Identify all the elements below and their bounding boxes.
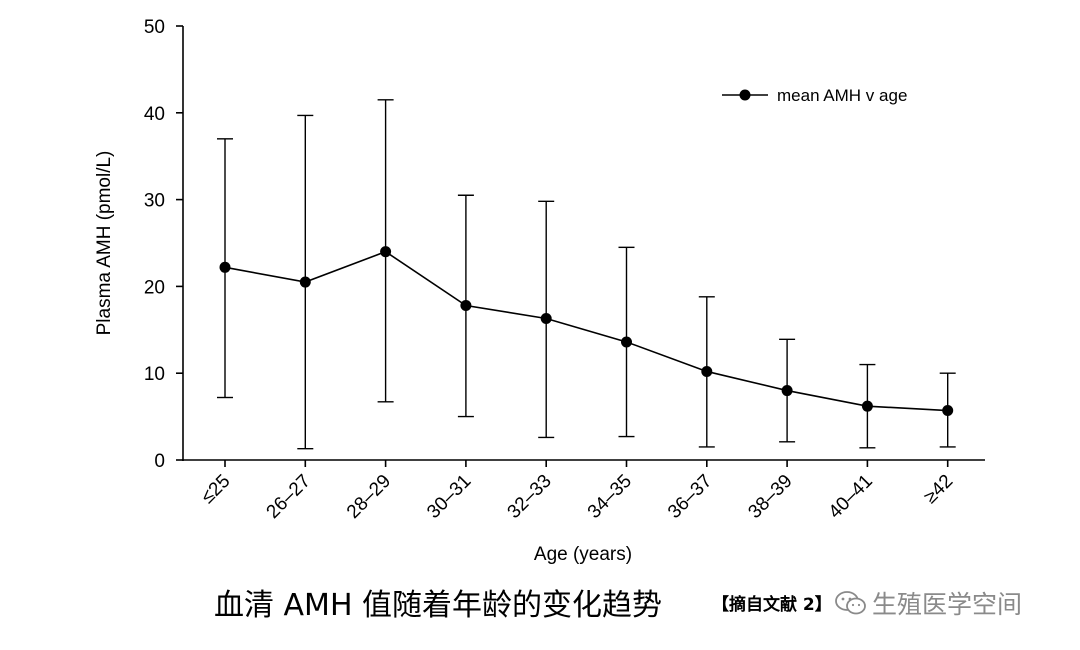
watermark: 生殖医学空间 [834, 585, 1022, 621]
data-point [621, 336, 632, 348]
x-tick-label: ≤25 [197, 471, 234, 508]
amh-age-chart: 0 10 20 30 40 50 ≤25 26–27 28–29 30–31 32–33 34–35… [94, 17, 985, 565]
x-tick-label: 36–37 [664, 471, 716, 523]
series-line [224, 250, 948, 412]
x-tick-label: 26–27 [263, 471, 315, 523]
x-tick-label: 28–29 [343, 471, 395, 523]
y-tick-label: 20 [144, 277, 165, 298]
x-tick-label: 30–31 [423, 471, 475, 523]
x-axis: ≤25 26–27 28–29 30–31 32–33 34–35 36–37 38–39 40… [182, 459, 985, 523]
y-tick-label: 30 [144, 191, 165, 212]
x-tick-label: ≥42 [920, 471, 957, 508]
y-axis: 0 10 20 30 40 50 [144, 17, 184, 472]
x-tick-label: 32–33 [504, 471, 556, 523]
data-point [701, 365, 713, 377]
x-axis-title: Age (years) [534, 544, 632, 565]
x-tick-label: 38–39 [744, 471, 796, 523]
y-tick-label: 10 [144, 364, 165, 385]
data-point [380, 246, 392, 258]
legend-label: mean AMH v age [777, 86, 907, 105]
data-series [219, 246, 954, 417]
data-point [942, 405, 954, 417]
figure-caption: 血清 AMH 值随着年龄的变化趋势 [214, 588, 663, 623]
legend: mean AMH v age [722, 86, 907, 105]
data-point [540, 313, 552, 325]
citation-label: 【摘自文献 2】 [712, 595, 832, 615]
data-point [781, 385, 793, 397]
x-tick-label: 40–41 [825, 471, 877, 523]
data-point [219, 261, 231, 273]
x-tick-label: 34–35 [584, 471, 636, 523]
y-tick-label: 40 [144, 104, 165, 125]
legend-marker [739, 89, 751, 101]
wechat-icon [835, 591, 866, 615]
data-point [861, 400, 873, 412]
data-point [460, 299, 472, 311]
y-tick-label: 0 [154, 451, 165, 472]
watermark-text: 生殖医学空间 [872, 590, 1023, 619]
data-point [299, 276, 311, 288]
y-tick-label: 50 [144, 17, 165, 38]
y-axis-title: Plasma AMH (pmol/L) [94, 151, 115, 336]
